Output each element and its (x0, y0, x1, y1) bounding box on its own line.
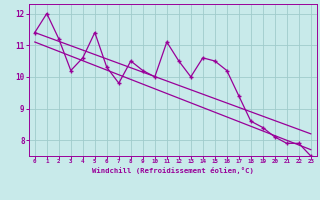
X-axis label: Windchill (Refroidissement éolien,°C): Windchill (Refroidissement éolien,°C) (92, 167, 254, 174)
